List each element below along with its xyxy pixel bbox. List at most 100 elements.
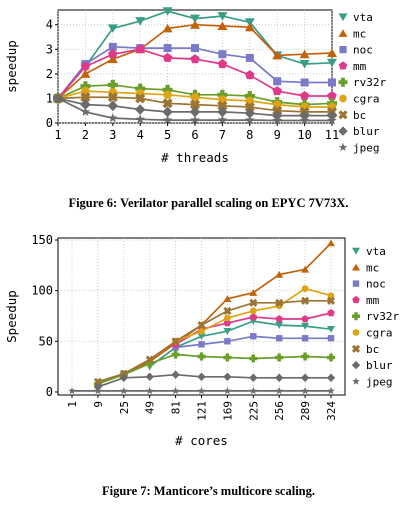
- figure-7-chart: 1 9 25 49 81 121 169 225 256 289 324 0 50 100 150 # cor…: [4, 233, 399, 448]
- data-point-vta: [190, 14, 200, 24]
- fig7-x-axis-label: # cores: [175, 433, 228, 448]
- data-point-noc: [163, 44, 172, 53]
- data-point-blur: [80, 99, 91, 110]
- data-point-rv32r: [107, 79, 118, 90]
- data-point-noc: [191, 44, 199, 53]
- legend-marker-vta: [352, 247, 360, 255]
- legend-marker-blur: [338, 126, 348, 136]
- data-point-cgra: [190, 92, 200, 102]
- data-point-jpeg: [327, 386, 335, 395]
- data-point-rv32r: [275, 353, 284, 362]
- data-point-noc: [108, 42, 117, 51]
- legend-marker-jpeg: [338, 142, 348, 151]
- data-point-vta: [327, 326, 335, 333]
- legend-label-mc: mc: [353, 27, 366, 40]
- data-point-blur: [119, 373, 128, 382]
- data-point-blur: [223, 372, 232, 381]
- data-point-blur: [171, 370, 180, 379]
- data-point-jpeg: [108, 113, 118, 123]
- series-line-blur: [97, 373, 331, 388]
- data-point-rv32r: [162, 84, 173, 95]
- data-point-jpeg: [171, 386, 180, 395]
- data-point-noc: [250, 333, 257, 340]
- data-point-rv32r: [217, 89, 228, 100]
- legend-label-cgra: cgra: [366, 327, 393, 340]
- fig7-y-tick-label: 50: [39, 334, 53, 348]
- data-point-mm: [217, 59, 228, 69]
- data-point-noc: [328, 78, 336, 87]
- data-point-mm: [299, 91, 310, 100]
- data-point-jpeg: [249, 386, 258, 395]
- legend-marker-jpeg: [352, 377, 360, 385]
- data-point-jpeg: [245, 115, 255, 125]
- data-point-noc: [218, 50, 227, 59]
- data-point-rv32r: [301, 352, 310, 361]
- data-point-vta: [275, 321, 284, 329]
- data-point-mc: [80, 69, 91, 78]
- legend-marker-rv32r: [352, 312, 360, 321]
- data-point-mc: [301, 265, 310, 273]
- data-point-rv32r: [145, 359, 154, 368]
- legend-label-blur: blur: [366, 359, 393, 372]
- data-point-blur: [300, 373, 310, 382]
- data-point-jpeg: [327, 115, 337, 125]
- fig7-x-tick-label: 324: [325, 401, 338, 421]
- fig7-x-tick-label: 121: [196, 401, 209, 421]
- data-point-cgra: [224, 314, 231, 322]
- data-point-noc: [300, 78, 309, 87]
- data-point-mc: [299, 49, 310, 59]
- legend-label-vta: vta: [366, 245, 386, 258]
- data-point-jpeg: [68, 386, 76, 395]
- fig6-x-tick-label: 9: [274, 128, 281, 142]
- data-point-mm: [272, 86, 282, 96]
- data-point-blur: [326, 373, 336, 382]
- legend-label-mm: mm: [366, 294, 380, 307]
- data-point-mm: [108, 49, 118, 59]
- legend-marker-bc: [351, 344, 361, 353]
- data-point-bc: [171, 337, 180, 346]
- legend-label-mm: mm: [353, 60, 367, 73]
- data-point-blur: [189, 106, 201, 118]
- data-point-blur: [162, 106, 173, 118]
- data-point-jpeg: [120, 386, 128, 395]
- data-point-vta: [244, 18, 255, 27]
- data-point-bc: [162, 98, 173, 109]
- data-point-bc: [80, 92, 91, 103]
- legend-marker-mm: [352, 295, 360, 304]
- data-point-vta: [327, 58, 337, 68]
- data-point-jpeg: [275, 386, 283, 395]
- legend-label-bc: bc: [366, 343, 379, 356]
- data-point-jpeg: [80, 106, 91, 116]
- fig6-x-tick-label: 10: [297, 128, 311, 142]
- fig7-y-axis-label: Speedup: [4, 290, 19, 343]
- fig6-x-tick-label: 5: [164, 128, 171, 142]
- data-point-noc: [245, 53, 254, 62]
- fig7-y-tick-label: 150: [31, 233, 53, 247]
- fig6-series-jpeg: [53, 93, 337, 125]
- data-point-blur: [244, 107, 256, 119]
- data-point-noc: [198, 341, 205, 348]
- fig6-y-axis-label: speedup: [4, 40, 19, 93]
- fig7-series-rv32r: [93, 350, 335, 388]
- data-point-cgra: [198, 327, 205, 335]
- fig7-x-tick-label: 9: [92, 401, 105, 408]
- data-point-noc: [224, 338, 231, 345]
- legend-label-blur: blur: [353, 125, 380, 138]
- data-point-bc: [244, 101, 255, 113]
- data-point-mc: [223, 295, 232, 302]
- data-point-blur: [145, 372, 154, 381]
- data-point-jpeg: [190, 115, 200, 125]
- data-point-bc: [223, 306, 232, 315]
- data-point-bc: [145, 355, 154, 364]
- data-point-bc: [135, 93, 146, 104]
- series-line-rv32r: [97, 353, 332, 385]
- data-point-jpeg: [53, 93, 63, 103]
- data-point-mm: [162, 52, 173, 62]
- data-point-vta: [107, 24, 118, 33]
- legend-label-cgra: cgra: [353, 93, 380, 106]
- data-point-mc: [327, 239, 335, 247]
- data-point-jpeg: [145, 386, 154, 395]
- data-point-vta: [162, 7, 173, 16]
- legend-label-jpeg: jpeg: [353, 141, 380, 154]
- data-point-mc: [249, 289, 258, 296]
